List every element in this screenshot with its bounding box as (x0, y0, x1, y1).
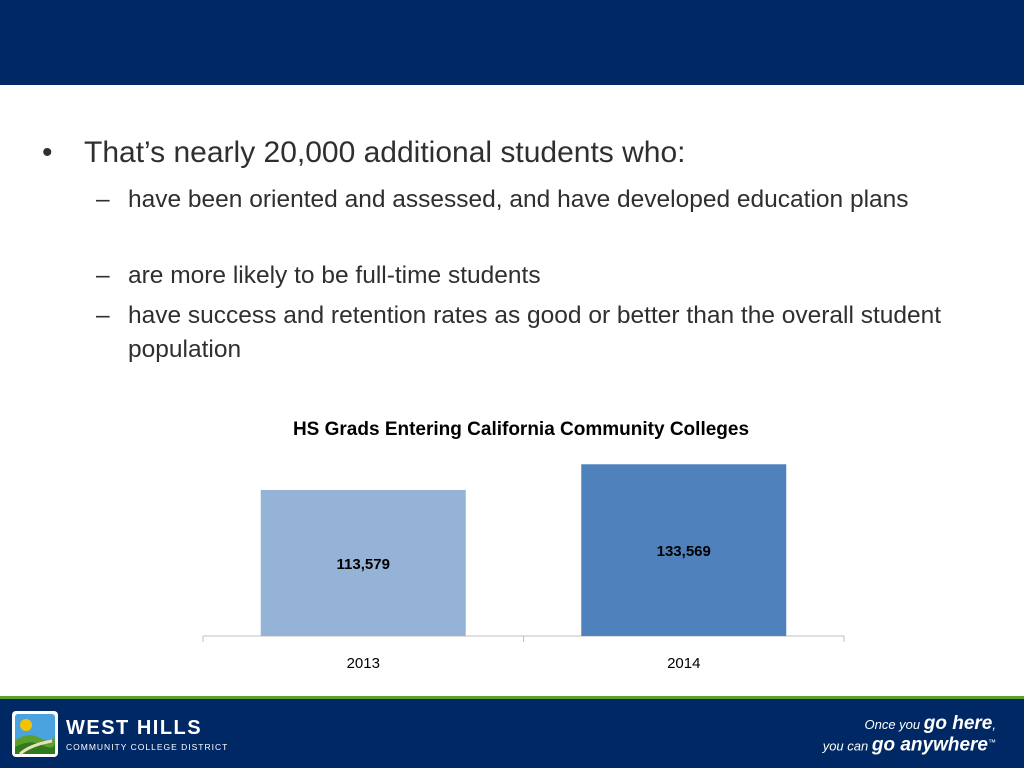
footer-accent-line (0, 696, 1024, 699)
data-label: 133,569 (657, 543, 711, 560)
bullet-dot: • (42, 136, 53, 169)
tagline-comma: , (992, 717, 996, 732)
x-tick-label: 2013 (347, 655, 380, 672)
tagline-emphasis: go anywhere (871, 734, 988, 756)
west-hills-logo-icon (12, 711, 58, 757)
main-bullet-text: That’s nearly 20,000 additional students… (84, 136, 686, 169)
header-bar (0, 0, 1024, 85)
trademark-mark: ™ (988, 738, 996, 747)
x-tick-label: 2014 (667, 655, 700, 672)
chart-marks: 113,579 2013 133,569 2014 (202, 464, 845, 672)
bar-2013 (260, 489, 466, 636)
data-label: 113,579 (337, 556, 390, 573)
brand-subtitle: COMMUNITY COLLEGE DISTRICT (66, 742, 229, 752)
chart-title: HS Grads Entering California Community C… (293, 419, 749, 440)
tagline-text: you can (822, 738, 872, 754)
brand-name: WEST HILLS (66, 717, 203, 739)
tagline-emphasis: go here (923, 713, 993, 734)
tagline: Once you go here, you can go anywhere™ (822, 713, 996, 756)
sub-bullet-text: have been oriented and assessed, and hav… (128, 186, 909, 213)
sub-bullet-text: are more likely to be full-time students (128, 262, 541, 289)
sub-bullet-text: have success and retention rates as good… (128, 302, 942, 363)
footer-bar: WEST HILLS COMMUNITY COLLEGE DISTRICT On… (0, 699, 1024, 768)
sub-bullet-dash: – (96, 186, 110, 213)
bar-chart: HS Grads Entering California Community C… (202, 419, 845, 672)
bar-2014 (581, 464, 787, 636)
sub-bullet-dash: – (96, 302, 110, 329)
sub-bullet-dash: – (96, 262, 110, 289)
tagline-text: Once you (864, 717, 924, 732)
